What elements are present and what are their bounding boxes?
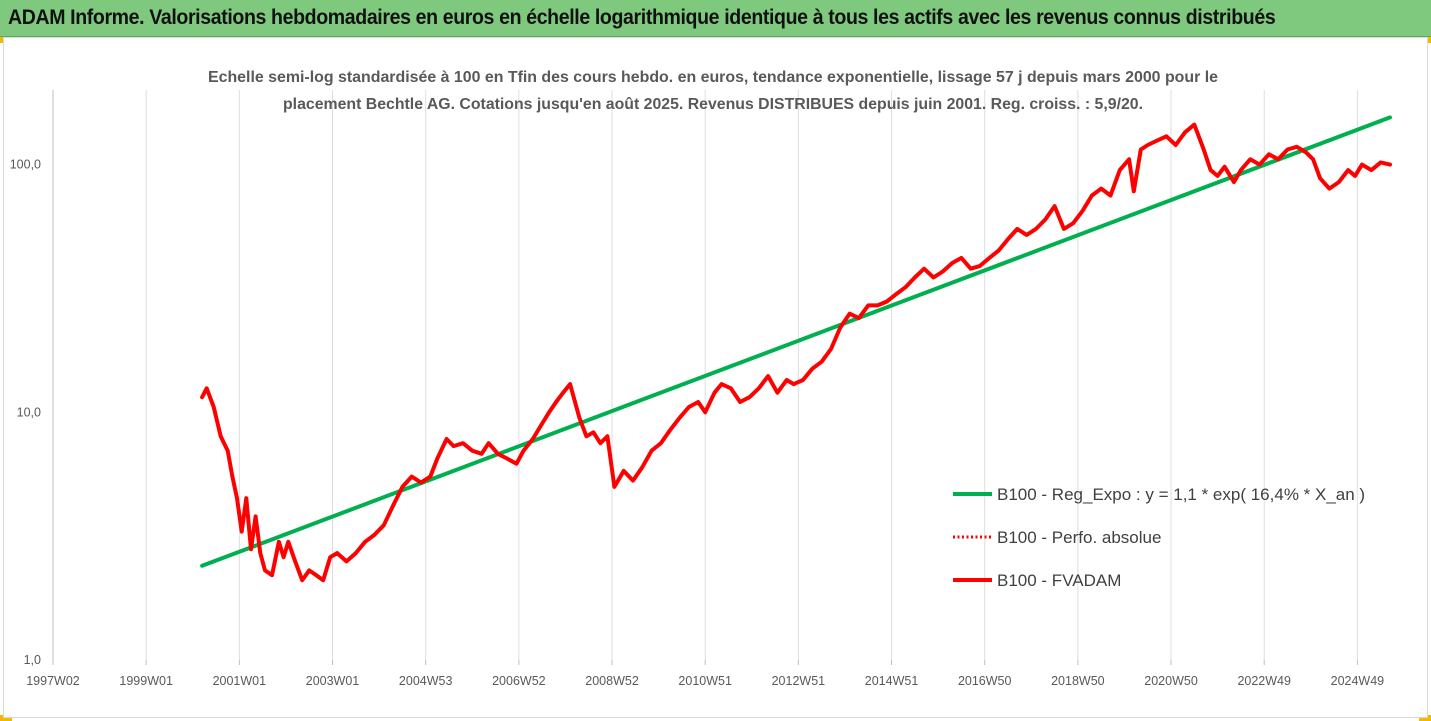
x-tick-label: 2020W50 [1144,674,1198,688]
corner-accent-bottom-right [1419,715,1431,721]
series-layer [200,115,1392,583]
chart-area: 1997W02 1999W01 2001W01 2003W01 2004W53 2006W… [3,37,1428,718]
x-tick-label: 1999W01 [119,674,173,688]
x-tick-label: 2004W53 [399,674,453,688]
subtitle-line-2: placement Bechtle AG. Cotations jusqu'en… [283,96,1143,113]
x-tick-label: 2006W52 [492,674,546,688]
x-tick-label: 2003W01 [306,674,360,688]
y-tick-label: 10,0 [17,405,41,419]
x-tick-label: 2001W01 [213,674,267,688]
x-tick-label: 1997W02 [26,674,80,688]
x-tick-label: 2014W51 [865,674,919,688]
legend: B100 - Reg_Expo : y = 1,1 * exp( 16,4% *… [953,485,1365,590]
y-tick-label: 1,0 [24,653,41,667]
x-tick-label: 2010W51 [678,674,732,688]
subtitle-line-1: Echelle semi-log standardisée à 100 en T… [208,69,1218,86]
x-tick-label: 2016W50 [958,674,1012,688]
x-tick-label: 2024W49 [1331,674,1385,688]
legend-label-perfo: B100 - Perfo. absolue [997,528,1161,547]
chart-subtitle: Echelle semi-log standardisée à 100 en T… [208,69,1218,113]
x-tick-label: 2012W51 [772,674,826,688]
legend-label-regression: B100 - Reg_Expo : y = 1,1 * exp( 16,4% *… [997,485,1365,504]
x-tick-label: 2008W52 [585,674,639,688]
corner-accent-bottom-left [0,715,12,721]
chart-svg: 1997W02 1999W01 2001W01 2003W01 2004W53 2006W… [10,69,1392,688]
series-line-fvadam [200,122,1392,583]
y-tick-label: 100,0 [10,158,41,172]
tick-layer: 1997W02 1999W01 2001W01 2003W01 2004W53 2006W… [10,158,1384,688]
legend-label-fvadam: B100 - FVADAM [997,571,1121,590]
page-title: ADAM Informe. Valorisations hebdomadaire… [8,6,1276,29]
x-tick-label: 2018W50 [1051,674,1105,688]
x-tick-label: 2022W49 [1237,674,1291,688]
header-bar: ADAM Informe. Valorisations hebdomadaire… [0,0,1431,37]
grid-layer [52,90,1358,660]
